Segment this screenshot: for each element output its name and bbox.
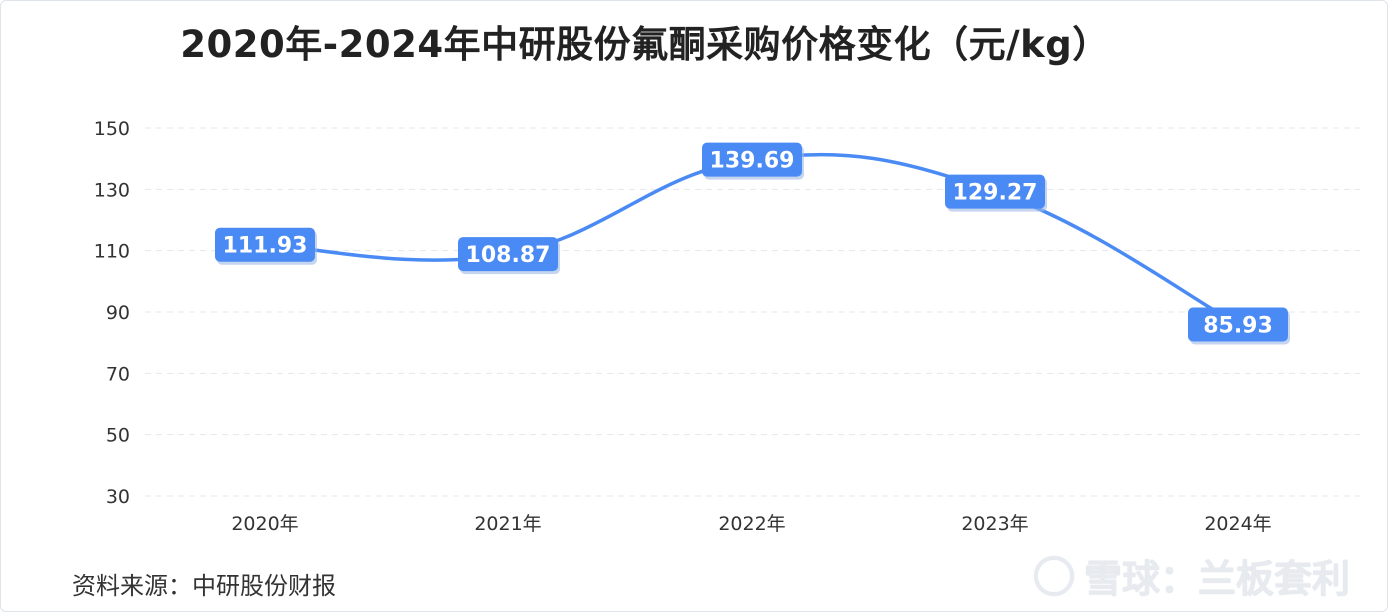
data-label-box — [702, 142, 802, 177]
data-label-box — [215, 227, 315, 262]
y-tick-label: 110 — [94, 241, 130, 263]
data-label: 111.93 — [223, 234, 308, 259]
y-tick-label: 50 — [106, 425, 130, 447]
snowball-logo-icon — [1033, 555, 1074, 596]
series-line-path — [264, 152, 1239, 327]
data-label: 139.69 — [710, 149, 795, 174]
chart-title: 2020年-2024年中研股份氟酮采购价格变化（元/kg） — [180, 23, 1110, 66]
gridlines — [145, 127, 1360, 497]
x-tick-label: 2024年 — [1204, 513, 1271, 535]
x-tick-label: 2020年 — [231, 513, 298, 535]
source-note: 资料来源：中研股份财报 — [72, 572, 336, 600]
x-tick-label: 2022年 — [718, 513, 785, 535]
data-label-box — [458, 237, 558, 272]
x-axis-ticks: 2020年 2021年 2022年 2023年 2024年 — [231, 513, 1271, 535]
y-tick-label: 130 — [94, 179, 130, 201]
data-label-box — [1188, 307, 1288, 342]
data-label-box — [945, 174, 1045, 209]
y-tick-label: 70 — [106, 363, 130, 385]
series-line — [264, 152, 1239, 327]
y-tick-label: 150 — [94, 118, 130, 140]
x-tick-label: 2023年 — [961, 513, 1028, 535]
data-labels: 111.93 108.87 139.69 129.27 85.93 — [215, 142, 1290, 345]
x-tick-label: 2021年 — [474, 513, 541, 535]
data-label: 129.27 — [953, 181, 1038, 206]
y-tick-label: 90 — [106, 302, 130, 324]
y-axis-ticks: 30 50 70 90 110 130 150 — [94, 118, 130, 508]
y-tick-label: 30 — [106, 486, 130, 508]
data-label: 85.93 — [1203, 313, 1273, 338]
data-label: 108.87 — [466, 243, 551, 268]
watermark: 雪球：兰板套利 — [1033, 548, 1350, 603]
watermark-text: 雪球：兰板套利 — [1083, 557, 1350, 601]
